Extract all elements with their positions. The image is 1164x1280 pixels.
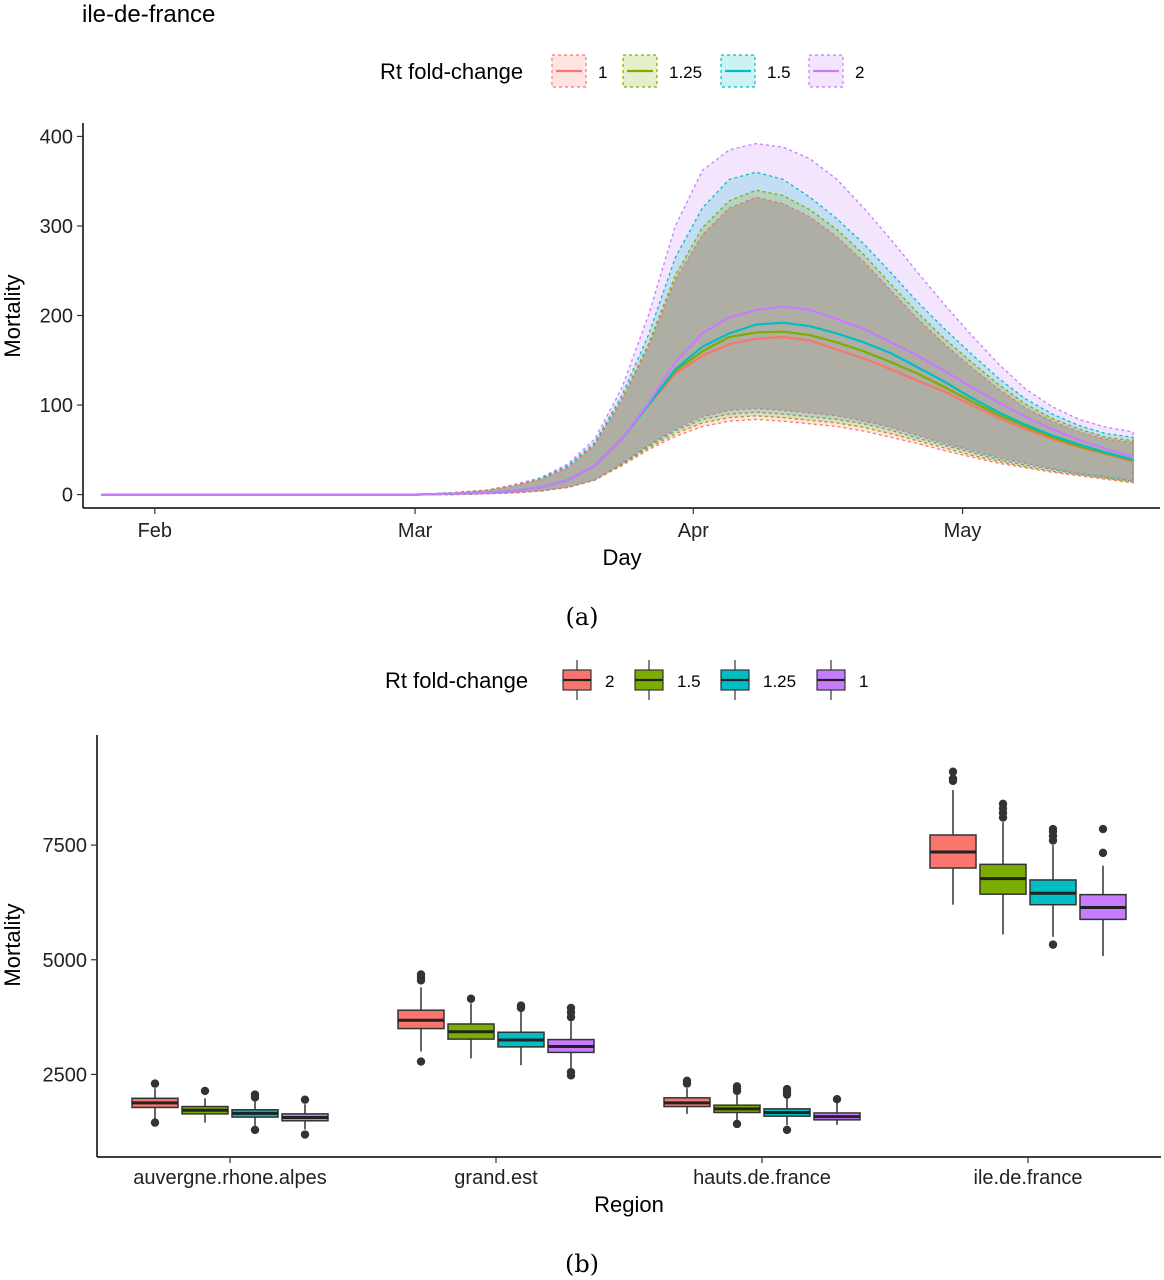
box-hauts-de-france-rt-2 — [663, 1076, 711, 1114]
chart-b-y-tick-label: 2500 — [43, 1064, 88, 1086]
outlier-point — [832, 1095, 842, 1104]
chart-a-y-tick-label: 400 — [40, 126, 73, 148]
chart-b-x-tick-label: ile.de.france — [974, 1167, 1083, 1189]
box-auvergne-rhone-alpes-rt-1-25 — [231, 1090, 279, 1135]
outlier-point — [566, 1003, 576, 1013]
outlier-point — [300, 1130, 310, 1139]
outlier-point — [150, 1118, 160, 1127]
box-ile-de-france-rt-2 — [929, 767, 977, 905]
outlier-point — [948, 774, 958, 783]
legend-a-label: 1.5 — [767, 63, 791, 82]
chart-a-x-tick-label: Mar — [398, 520, 433, 542]
box-auvergne-rhone-alpes-rt-2 — [131, 1079, 179, 1127]
chart-a-y-tick-label: 100 — [40, 395, 73, 417]
legend-a-label: 2 — [855, 63, 864, 82]
chart-b-x-tick-label: grand.est — [454, 1167, 538, 1189]
chart-b-x-label: Region — [594, 1192, 664, 1217]
outlier-point — [1048, 824, 1058, 834]
chart-a-axes: 0 100 200 300 400 Feb Mar Apr May — [40, 123, 1160, 542]
outlier-point — [682, 1076, 692, 1086]
chart-b-x-tick-label: hauts.de.france — [693, 1167, 831, 1189]
outlier-point — [150, 1079, 160, 1088]
outlier-point — [466, 994, 476, 1003]
chart-b-x-tick-label: auvergne.rhone.alpes — [133, 1167, 326, 1189]
chart-b-plot-area — [131, 767, 1127, 1139]
caption-b: (b) — [565, 1250, 599, 1278]
chart-a-plot-area — [101, 142, 1134, 496]
legend-a-label: 1 — [598, 63, 607, 82]
chart-a-y-tick-label: 300 — [40, 216, 73, 238]
caption-a: (a) — [565, 603, 598, 631]
legend-a-label: 1.25 — [669, 63, 702, 82]
chart-b-legend-title: Rt fold-change — [385, 668, 528, 693]
legend-b-label: 2 — [605, 672, 614, 691]
outlier-point — [782, 1125, 792, 1135]
ribbon-overlap — [101, 197, 1134, 495]
outlier-point — [998, 799, 1008, 809]
outlier-point — [200, 1086, 210, 1096]
outlier-point — [1048, 940, 1058, 949]
outlier-point — [250, 1090, 260, 1099]
box-grand-est-rt-1 — [547, 1003, 595, 1080]
outlier-point — [416, 970, 426, 979]
outlier-point — [1098, 848, 1108, 858]
legend-b-label: 1 — [859, 672, 868, 691]
outlier-point — [948, 767, 958, 776]
box-grand-est-rt-1-25 — [497, 1001, 545, 1066]
outlier-point — [566, 1067, 576, 1077]
box-ile-de-france-rt-1 — [1079, 824, 1127, 957]
median-line-series-2 — [101, 305, 1134, 496]
legend-b-label: 1.25 — [763, 672, 796, 691]
chart-a-title: ile-de-france — [82, 1, 215, 28]
chart-a-x-tick-label: Feb — [138, 520, 172, 542]
outlier-point — [416, 1057, 426, 1066]
box-grand-est-rt-1-5 — [447, 994, 495, 1059]
box-auvergne-rhone-alpes-rt-1-5 — [181, 1086, 229, 1123]
box-ile-de-france-rt-1-25 — [1029, 824, 1077, 949]
chart-a-y-tick-label: 200 — [40, 306, 73, 328]
chart-b-legend: Rt fold-change 2 1.5 1.25 1 — [385, 660, 868, 700]
chart-b-y-tick-label: 5000 — [43, 950, 88, 972]
chart-a-x-tick-label: May — [944, 520, 982, 542]
box-hauts-de-france-rt-1 — [813, 1095, 861, 1125]
box-hauts-de-france-rt-1-5 — [713, 1082, 761, 1129]
outlier-point — [782, 1084, 792, 1094]
box-ile-de-france-rt-1-5 — [979, 799, 1027, 935]
outlier-point — [732, 1119, 742, 1129]
chart-a-x-tick-label: Apr — [678, 520, 709, 542]
chart-a-legend: Rt fold-change 1 1.25 1.5 2 — [380, 54, 864, 88]
ribbon-series-1-5 — [101, 171, 1134, 496]
outlier-point — [516, 1001, 526, 1010]
chart-a-x-label: Day — [602, 545, 641, 570]
chart-a-y-label: Mortality — [0, 274, 25, 357]
box-auvergne-rhone-alpes-rt-1 — [281, 1095, 329, 1139]
outlier-point — [1098, 824, 1108, 834]
ribbon-series-1 — [101, 196, 1134, 496]
chart-a-legend-title: Rt fold-change — [380, 59, 523, 84]
chart-b-y-label: Mortality — [0, 903, 25, 986]
legend-b-label: 1.5 — [677, 672, 701, 691]
chart-b-y-tick-label: 7500 — [43, 835, 88, 857]
chart-b-axes: 2500 5000 7500 auvergne.rhone.alpes grand.es… — [43, 735, 1161, 1189]
chart-a-y-tick-label: 0 — [62, 485, 73, 507]
box-hauts-de-france-rt-1-25 — [763, 1084, 811, 1135]
outlier-point — [250, 1125, 260, 1135]
outlier-point — [732, 1082, 742, 1091]
outlier-point — [300, 1095, 310, 1104]
box-grand-est-rt-2 — [397, 970, 445, 1066]
